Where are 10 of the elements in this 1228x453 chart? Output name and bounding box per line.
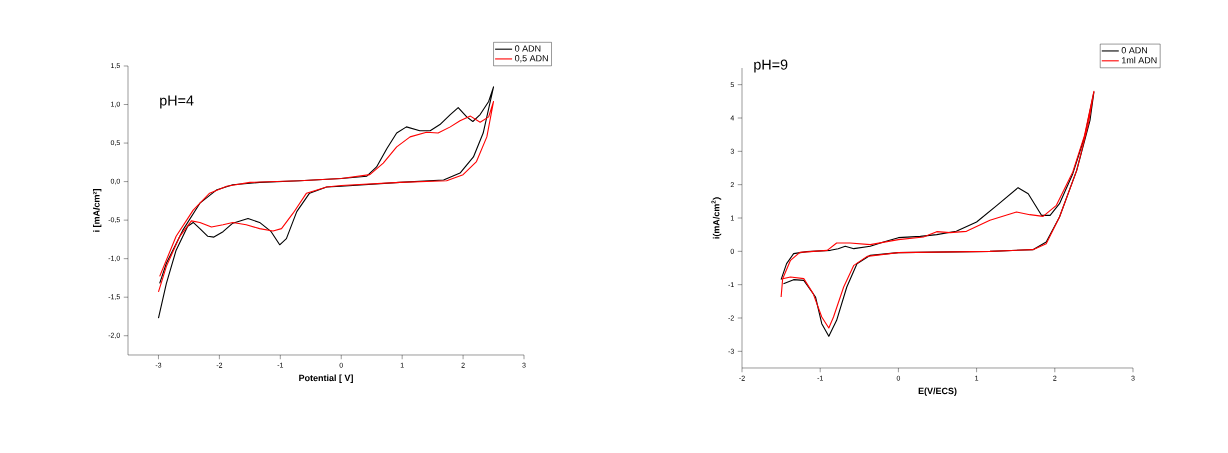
legend-label: 0,5 ADN	[515, 55, 548, 63]
legend-label: 0 ADN	[515, 45, 541, 52]
y-axis-title: i(mA/cm$^{2}$)	[711, 197, 722, 239]
legend-label: 1ml ADN	[1122, 56, 1157, 64]
annotation: pH=9	[754, 59, 788, 73]
x-axis-title: Potential [ V]	[299, 374, 353, 383]
x-axis-title: E(V/ECS)	[918, 387, 957, 396]
annotation: pH=4	[160, 95, 194, 109]
legend-label: 0 ADN	[1121, 47, 1147, 54]
y-axis-title: i [mA/cm²]	[93, 189, 102, 232]
